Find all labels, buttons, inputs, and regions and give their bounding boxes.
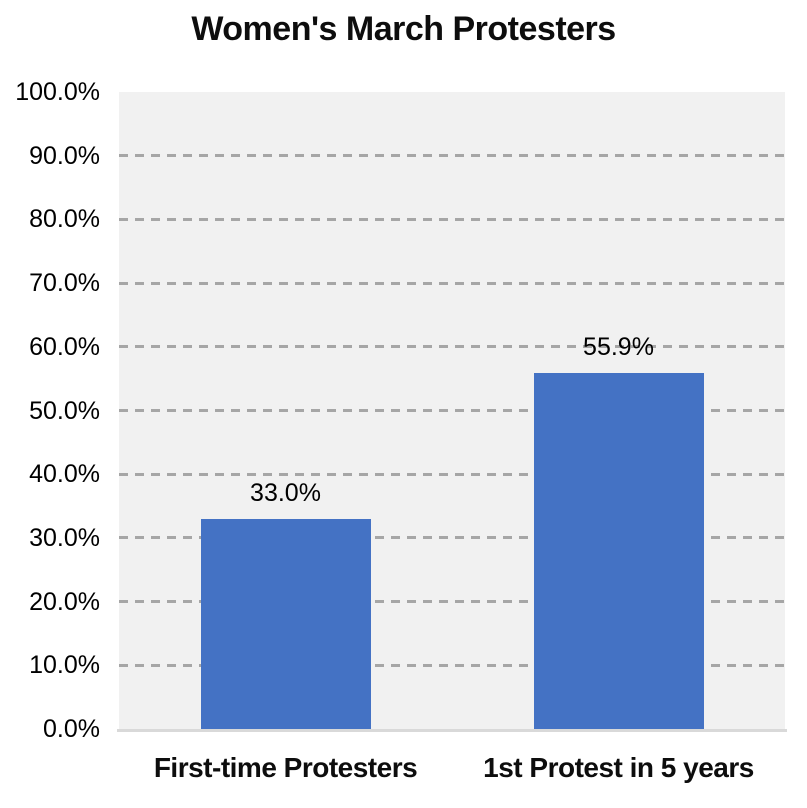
- y-tick-label: 80.0%: [29, 205, 100, 234]
- gridline-60: [119, 345, 785, 349]
- gridline-30: [119, 536, 785, 540]
- bar-first-time-protesters: [200, 518, 371, 729]
- gridline-90: [119, 154, 785, 158]
- gridline-40: [119, 472, 785, 476]
- y-tick-label: 50.0%: [29, 396, 100, 425]
- bar-value-label: 55.9%: [583, 332, 654, 361]
- gridline-80: [119, 217, 785, 221]
- chart-title: Women's March Protesters: [191, 10, 616, 48]
- y-tick-label: 40.0%: [29, 460, 100, 489]
- y-tick-label: 0.0%: [43, 715, 100, 743]
- x-category-label: 1st Protest in 5 years: [483, 752, 754, 783]
- y-tick-label: 70.0%: [29, 269, 100, 298]
- gridline-20: [119, 600, 785, 604]
- bar-value-label: 33.0%: [250, 478, 321, 507]
- x-axis-labels: First-time Protesters 1st Protest in 5 ye…: [119, 746, 785, 790]
- gridline-10: [119, 663, 785, 667]
- y-tick-label: 60.0%: [29, 332, 100, 361]
- plot-area: 33.0% 55.9%: [119, 92, 785, 729]
- x-category-label: First-time Protesters: [153, 752, 418, 783]
- y-tick-label: 30.0%: [29, 523, 100, 552]
- y-tick-label: 10.0%: [29, 651, 100, 680]
- gridline-50: [119, 409, 785, 412]
- bar-first-protest-in-5-years: [533, 372, 704, 729]
- y-tick-label: 100.0%: [15, 78, 100, 106]
- x-axis-line: [117, 729, 787, 732]
- y-tick-label: 90.0%: [29, 141, 100, 170]
- gridline-70: [119, 281, 785, 285]
- y-tick-label: 20.0%: [29, 587, 100, 616]
